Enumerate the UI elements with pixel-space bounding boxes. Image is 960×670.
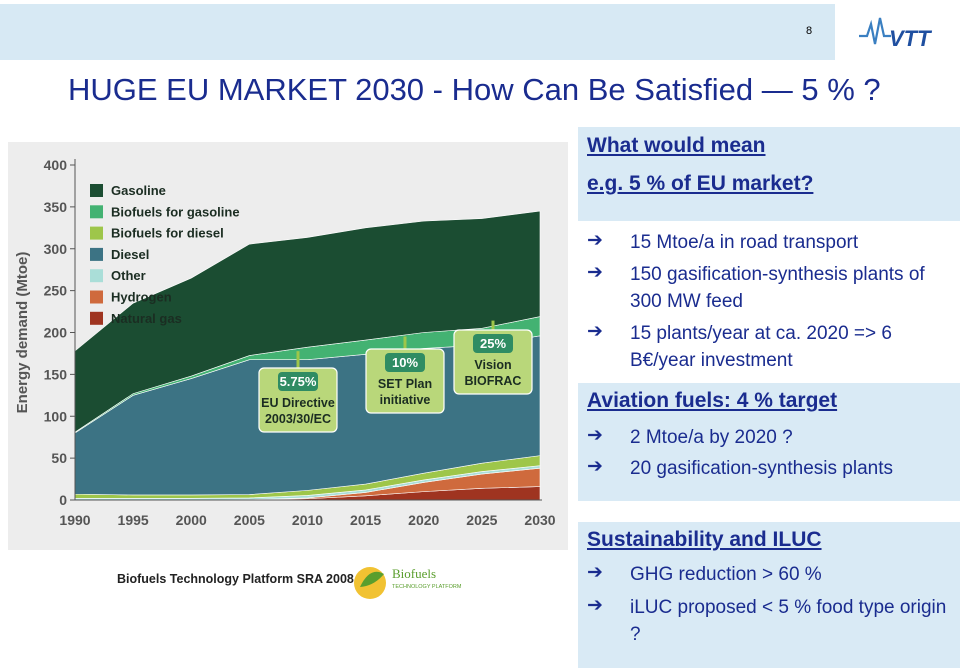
legend-label: Biofuels for diesel (111, 226, 224, 241)
biofuels-platform-logo: Biofuels TECHNOLOGY PLATFORM (354, 566, 462, 599)
chart-panel: 0 50 100 150 200 250 300 350 400 1990 1995 2000 2005… (8, 142, 568, 550)
vtt-logo: VTT (859, 17, 932, 51)
x-tick-label: 2025 (466, 512, 497, 528)
arrow-icon: ➔ (587, 562, 603, 583)
x-tick-label: 1995 (118, 512, 149, 528)
legend-label: Biofuels for gasoline (111, 204, 240, 219)
legend-swatch (90, 247, 103, 261)
info-box-aviation (578, 383, 960, 501)
energy-demand-chart: 0 50 100 150 200 250 300 350 400 1990 1995 2000 2005… (14, 157, 556, 528)
legend-label: Gasoline (111, 183, 166, 198)
y-tick-label: 300 (44, 241, 68, 257)
arrow-icon: ➔ (587, 262, 603, 283)
bullet-text: iLUC proposed < 5 % food type origin ? (630, 597, 947, 645)
bullet-text: 15 plants/year at ca. 2020 => 6 B€/year … (630, 323, 892, 371)
annotation-percent-badge (278, 372, 318, 391)
annotation-percent: 5.75% (280, 374, 317, 389)
x-tick-label: 2010 (292, 512, 323, 528)
info-box-sustainability (578, 522, 960, 668)
legend-swatch (90, 205, 103, 219)
annotation-line: BIOFRAC (465, 374, 522, 388)
slide-title: HUGE EU MARKET 2030 - How Can Be Satisfi… (68, 72, 881, 107)
y-tick-label: 350 (44, 199, 68, 215)
legend-swatch (90, 290, 103, 304)
y-tick-label: 150 (44, 366, 68, 382)
info-box-market (578, 127, 960, 221)
annotation-line: 2003/30/EC (265, 412, 331, 426)
vtt-logo-text: VTT (889, 26, 932, 51)
bullet-text: 2 Mtoe/a by 2020 ? (630, 427, 793, 448)
aviation-heading: Aviation fuels: 4 % target (587, 389, 838, 412)
x-tick-label: 2015 (350, 512, 381, 528)
annotation-line: SET Plan (378, 377, 432, 391)
x-tick-label: 2020 (408, 512, 439, 528)
annotation-line: Vision (474, 358, 511, 372)
y-tick-label: 50 (51, 450, 67, 466)
y-tick-label: 0 (59, 492, 67, 508)
annotation-percent: 25% (480, 336, 506, 351)
biofuels-logo-leaf-icon (360, 571, 384, 587)
biofuels-logo-title: Biofuels (392, 566, 436, 581)
area-series-gasoline (74, 210, 541, 433)
legend-swatch (90, 269, 103, 283)
bullet-text: 15 Mtoe/a in road transport (630, 232, 859, 253)
legend-label: Hydrogen (111, 290, 172, 305)
market-heading-line2: e.g. 5 % of EU market? (587, 172, 814, 195)
bullet-text: 150 gasification-synthesis plants of 300… (630, 264, 925, 312)
x-tick-label: 1990 (59, 512, 90, 528)
annotation-percent: 10% (392, 355, 418, 370)
y-tick-label: 400 (44, 157, 68, 173)
annotation-line: EU Directive (261, 396, 335, 410)
legend-label: Diesel (111, 247, 149, 262)
page-number: 8 (806, 25, 813, 37)
arrow-icon: ➔ (587, 230, 603, 251)
y-tick-label: 100 (44, 408, 68, 424)
y-tick-label: 200 (44, 325, 68, 341)
bullet-text: GHG reduction > 60 % (630, 564, 822, 585)
header-band (0, 4, 835, 60)
y-tick-label: 250 (44, 283, 68, 299)
y-axis-label: Energy demand (Mtoe) (14, 252, 31, 414)
arrow-icon: ➔ (587, 321, 603, 342)
market-heading-line1: What would mean (587, 134, 766, 157)
legend-label: Other (111, 268, 146, 283)
legend-swatch (90, 184, 103, 197)
annotation-percent-badge (385, 353, 425, 372)
bullet-text: 20 gasification-synthesis plants (630, 458, 893, 479)
arrow-icon: ➔ (587, 595, 603, 616)
legend-label: Natural gas (111, 311, 182, 326)
source-credit: Biofuels Technology Platform SRA 2008 (117, 572, 354, 586)
arrow-icon: ➔ (587, 456, 603, 477)
annotation-percent-badge (473, 334, 513, 353)
arrow-icon: ➔ (587, 425, 603, 446)
top-bar: 8 VTT (0, 0, 960, 62)
annotation-line: initiative (380, 393, 431, 407)
x-tick-label: 2030 (524, 512, 555, 528)
x-tick-label: 2005 (234, 512, 265, 528)
sustainability-heading: Sustainability and ILUC (587, 528, 822, 551)
biofuels-logo-subtitle: TECHNOLOGY PLATFORM (392, 584, 462, 590)
legend-swatch (90, 311, 103, 325)
x-tick-label: 2000 (176, 512, 207, 528)
vtt-logo-signal-icon (859, 17, 891, 45)
legend-swatch (90, 226, 103, 240)
